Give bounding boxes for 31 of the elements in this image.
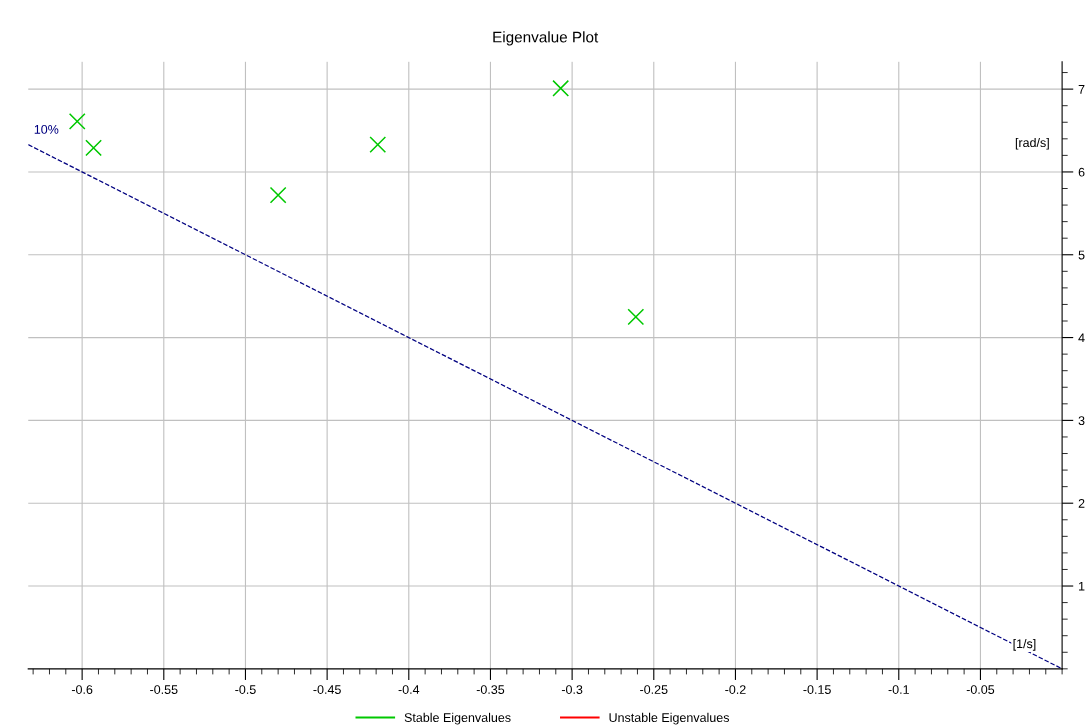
y-tick-label: 4 bbox=[1078, 333, 1085, 343]
x-tick-label: -0.6 bbox=[71, 685, 93, 694]
x-tick-label: -0.45 bbox=[313, 685, 341, 694]
x-tick-label: -0.2 bbox=[725, 685, 746, 694]
x-tick-label: -0.35 bbox=[476, 685, 505, 694]
y-tick-label: 3 bbox=[1078, 416, 1085, 426]
y-axis-title: [rad/s] bbox=[1015, 137, 1049, 150]
x-tick-label: -0.15 bbox=[803, 685, 831, 694]
x-tick-label: -0.25 bbox=[640, 685, 668, 694]
point bbox=[269, 186, 287, 204]
y-tick-label: 5 bbox=[1078, 250, 1085, 260]
y-tick-label: 6 bbox=[1078, 167, 1085, 177]
point bbox=[369, 136, 387, 154]
x-tick-label: -0.3 bbox=[561, 685, 583, 694]
y-tick-label: 7 bbox=[1078, 85, 1085, 94]
x-tick-label: -0.55 bbox=[150, 685, 178, 694]
series-label: 10% bbox=[34, 124, 59, 134]
legend-label: Unstable Eigenvalues bbox=[609, 712, 730, 725]
legend-label: Stable Eigenvalues bbox=[404, 712, 511, 725]
y-tick-label: 1 bbox=[1079, 581, 1085, 591]
point bbox=[552, 79, 570, 97]
x-tick-label: -0.5 bbox=[235, 685, 256, 694]
point bbox=[68, 113, 86, 130]
chart-title: Eigenvalue Plot bbox=[493, 31, 599, 46]
x-tick-label: -0.1 bbox=[888, 685, 909, 694]
y-tick-label: 2 bbox=[1078, 499, 1085, 508]
x-tick-label: -0.4 bbox=[398, 685, 420, 694]
x-tick-label: -0.05 bbox=[966, 685, 995, 694]
point bbox=[85, 139, 102, 157]
point bbox=[627, 308, 645, 326]
x-axis-title: [1/s] bbox=[1013, 638, 1036, 651]
